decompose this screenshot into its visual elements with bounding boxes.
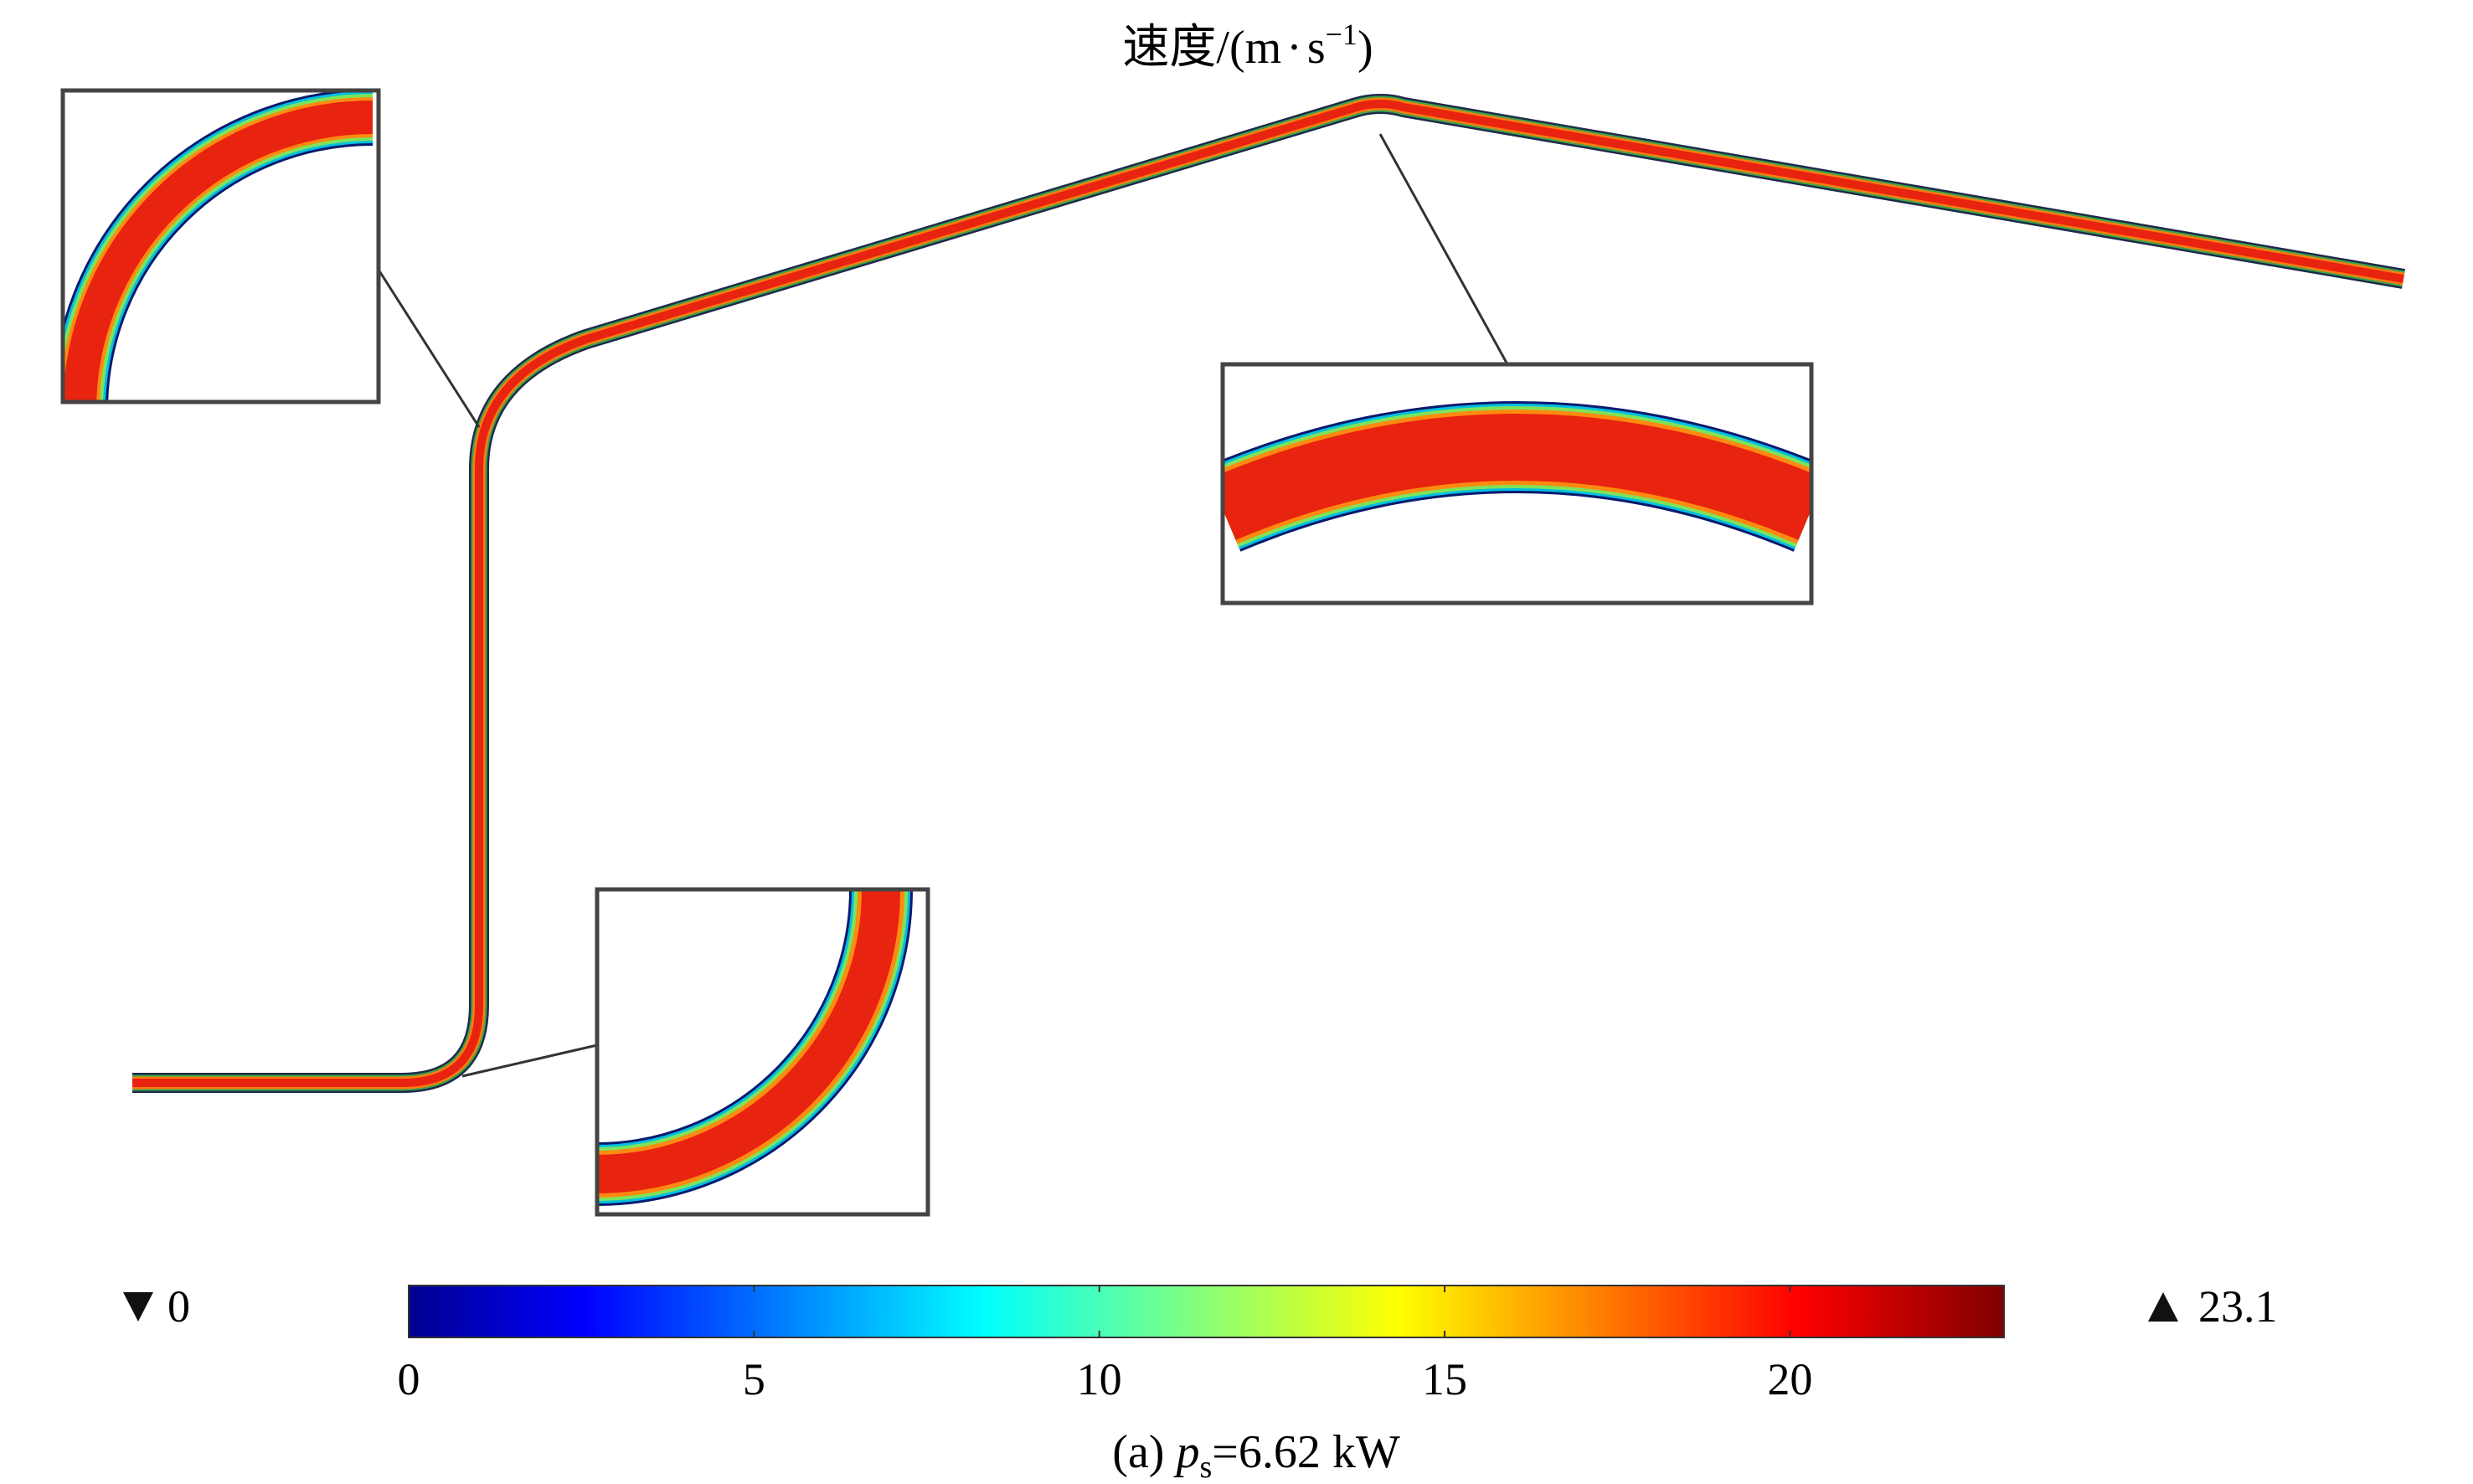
colorbar-gradient xyxy=(408,1285,2005,1338)
colorbar-max-label: 23.1 xyxy=(2198,1281,2278,1332)
triangle-down-icon xyxy=(123,1292,153,1322)
figure-caption: (a) ps=6.62 kW xyxy=(1112,1426,1400,1484)
colorbar-min-marker: 0 xyxy=(123,1281,190,1332)
zoom-inset-top-left xyxy=(60,88,381,404)
colorbar: 0 5 10 15 20 xyxy=(398,1285,2005,1404)
inset-frame-middle xyxy=(1220,362,1814,605)
triangle-up-icon xyxy=(2148,1292,2178,1322)
inset-frame-top-left xyxy=(60,88,381,404)
colorbar-min-label: 0 xyxy=(167,1281,190,1332)
zoom-leader-lines xyxy=(377,133,1509,1078)
colorbar-ticks: 0 5 10 15 20 xyxy=(398,1286,1812,1404)
pipe-flow-path xyxy=(132,94,2406,1093)
colorbar-tick-label: 5 xyxy=(743,1354,765,1404)
zoom-inset-bottom xyxy=(595,887,930,1217)
colorbar-tick-label: 20 xyxy=(1767,1354,1812,1404)
leader-line-middle xyxy=(1378,133,1509,365)
colorbar-tick-label: 10 xyxy=(1077,1354,1122,1404)
zoom-inset-middle xyxy=(1220,362,1814,605)
inset-frame-bottom xyxy=(595,887,930,1217)
colorbar-tick-label: 15 xyxy=(1422,1354,1467,1404)
leader-line-bottom xyxy=(461,1043,598,1078)
figure-title: 速度/(m · s−1) xyxy=(1122,18,1373,74)
colorbar-max-marker: 23.1 xyxy=(2148,1281,2278,1332)
colorbar-tick-label: 0 xyxy=(398,1354,420,1404)
leader-line-top-left xyxy=(377,269,481,428)
